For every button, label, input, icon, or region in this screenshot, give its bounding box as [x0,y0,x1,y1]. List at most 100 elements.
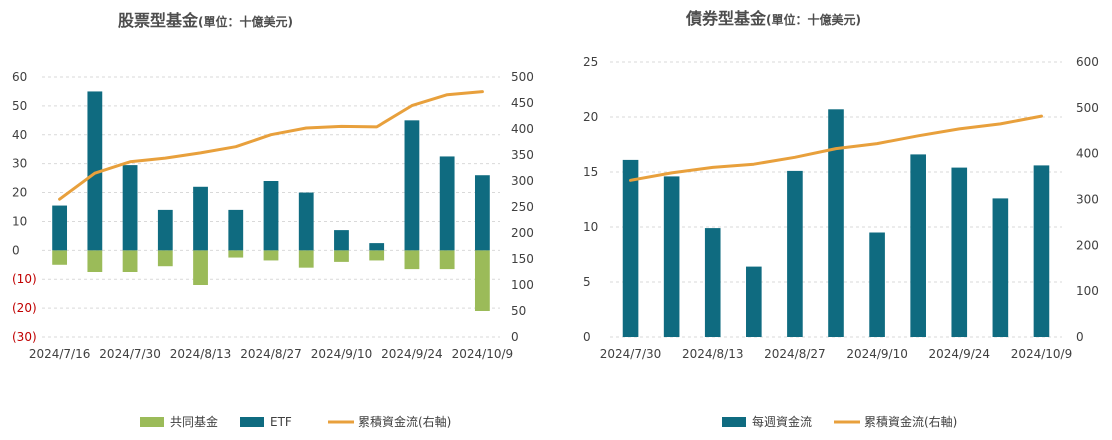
right-axis-tick-label: 450 [511,96,534,110]
left-axis-tick-label: 0 [583,330,591,344]
chart2-title: 債券型基金(單位：十億美元) [685,9,861,28]
bar-weekly-flow [951,167,968,337]
bar-mutual-fund [369,250,385,261]
x-axis-tick-label: 2024/8/13 [170,347,232,361]
left-axis-tick-label: 50 [12,99,27,113]
bar-weekly-flow [663,176,680,337]
chart1-title: 股票型基金(單位：十億美元) [118,11,293,30]
legend-label: ETF [270,415,292,429]
right-axis-tick-label: 100 [511,278,534,292]
right-axis-tick-label: 150 [511,252,534,266]
bar-weekly-flow [746,266,762,337]
bar-etf [298,192,314,251]
chart2-title-sub: (單位：十億美元) [766,12,861,27]
bar-etf [369,243,385,251]
legend-label: 累積資金流(右軸) [358,414,451,429]
left-axis-tick-label: (10) [12,272,37,286]
x-axis-tick-label: 2024/8/27 [240,347,302,361]
bar-mutual-fund [122,250,138,272]
right-axis-tick-label: 500 [1076,101,1099,115]
bar-etf [157,209,173,251]
bar-weekly-flow [787,170,803,337]
bar-mutual-fund [228,250,244,258]
bar-etf [193,186,208,251]
bar-etf [263,181,279,251]
x-axis-tick-label: 2024/10/9 [452,347,514,361]
right-axis-tick-label: 50 [511,304,526,318]
x-axis-tick-label: 2024/10/9 [1011,347,1073,361]
bar-mutual-fund [52,250,68,265]
bar-etf [52,205,68,251]
equity-fund-chart: 6050403020100(10)(20)(30)500450400350300… [12,70,534,429]
left-axis-tick-label: (20) [12,301,37,315]
right-axis-tick-label: 100 [1076,284,1099,298]
right-axis-tick-label: 500 [511,70,534,84]
bar-weekly-flow [622,159,639,337]
left-axis-tick-label: 20 [583,110,598,124]
bar-weekly-flow [828,109,844,337]
right-axis-tick-label: 300 [1076,193,1099,207]
x-axis-tick-label: 2024/7/16 [29,347,91,361]
bar-etf [87,91,103,251]
right-axis-tick-label: 300 [511,174,534,188]
x-axis-tick-label: 2024/9/10 [846,347,908,361]
bar-mutual-fund [87,250,103,272]
bar-etf [122,165,138,251]
cumulative-flow-line [58,90,484,201]
x-axis-tick-label: 2024/8/13 [682,347,744,361]
bar-mutual-fund [193,250,208,285]
bar-etf [334,230,349,251]
bar-weekly-flow [910,154,926,337]
bar-weekly-flow [992,198,1009,337]
legend-label: 累積資金流(右軸) [864,414,957,429]
legend-swatch [240,417,264,427]
right-axis-tick-label: 200 [511,226,534,240]
bar-mutual-fund [334,250,349,262]
bar-mutual-fund [404,250,420,270]
left-axis-tick-label: 30 [12,157,27,171]
x-axis-tick-label: 2024/8/27 [764,347,826,361]
right-axis-tick-label: 400 [1076,147,1099,161]
left-axis-tick-label: 15 [583,165,598,179]
bar-mutual-fund [298,250,314,268]
bar-weekly-flow [1033,165,1050,337]
x-axis-tick-label: 2024/9/10 [311,347,373,361]
legend-swatch [722,417,746,427]
cumulative-flow-line [629,114,1043,182]
chart2-title-main: 債券型基金 [685,9,767,28]
left-axis-tick-label: 60 [12,70,27,84]
right-axis-tick-label: 250 [511,200,534,214]
right-axis-tick-label: 0 [511,330,519,344]
bar-etf [404,120,420,251]
bar-weekly-flow [869,232,885,337]
bond-fund-chart: 25 20 15 10 5 0 600 500 400 300 200 100 0 2024/7/30 20… [583,55,1099,429]
legend-label: 共同基金 [170,414,218,429]
right-axis-tick-label: 600 [1076,55,1099,69]
x-axis-tick-label: 2024/9/24 [929,347,991,361]
left-axis-tick-label: 0 [12,243,20,257]
bar-etf [474,175,490,251]
left-axis-tick-label: 20 [12,186,27,200]
bar-mutual-fund [439,250,455,270]
left-axis-tick-label: 25 [583,55,598,69]
left-axis-tick-label: 40 [12,128,27,142]
chart1-title-main: 股票型基金 [118,11,199,30]
x-axis-tick-label: 2024/9/24 [381,347,443,361]
legend-swatch [140,417,164,427]
bar-mutual-fund [474,250,490,311]
right-axis-tick-label: 0 [1076,330,1084,344]
bar-etf [439,156,455,251]
right-axis-tick-label: 200 [1076,238,1099,252]
right-axis-tick-label: 350 [511,148,534,162]
chart1-title-sub: (單位：十億美元) [198,14,293,29]
bar-weekly-flow [704,228,721,337]
left-axis-tick-label: 10 [583,220,598,234]
bar-mutual-fund [263,250,279,261]
right-axis-tick-label: 400 [511,122,534,136]
left-axis-tick-label: 5 [583,275,591,289]
x-axis-tick-label: 2024/7/30 [600,347,662,361]
left-axis-tick-label: (30) [12,330,37,344]
bar-mutual-fund [157,250,173,267]
left-axis-tick-label: 10 [12,214,27,228]
